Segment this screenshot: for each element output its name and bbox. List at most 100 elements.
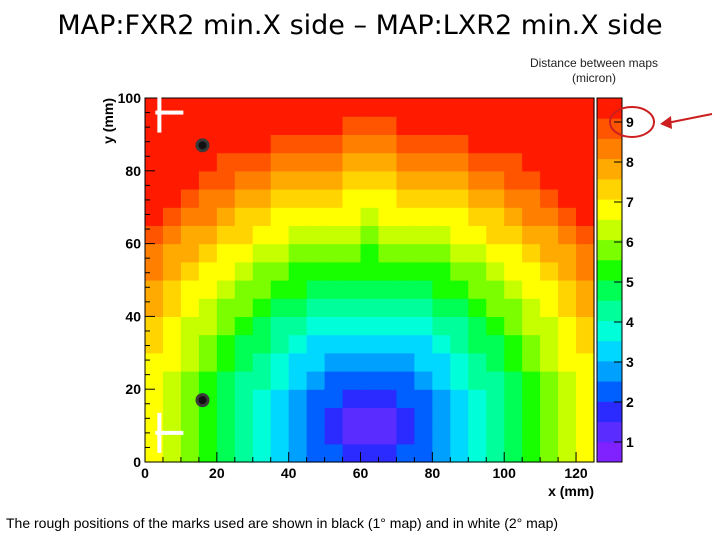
heatmap-cell xyxy=(450,134,469,154)
heatmap-cell xyxy=(145,352,164,372)
heatmap-cell xyxy=(324,207,344,226)
heatmap-cell xyxy=(324,189,344,208)
heatmap-cell xyxy=(486,261,505,281)
heatmap-cell xyxy=(378,443,398,463)
heatmap-cell xyxy=(468,116,487,135)
heatmap-cell xyxy=(414,170,433,190)
heatmap-cell xyxy=(324,443,344,463)
heatmap-cell xyxy=(198,443,218,463)
heatmap-cell xyxy=(234,134,254,154)
heatmap-cell xyxy=(270,116,290,135)
heatmap-cell xyxy=(378,316,398,336)
heatmap-cell xyxy=(432,261,451,281)
heatmap-cell xyxy=(180,261,200,281)
arrow-head xyxy=(660,116,672,129)
heatmap-cell xyxy=(145,280,164,299)
heatmap-cell xyxy=(234,425,254,445)
heatmap-cell xyxy=(145,243,164,263)
heatmap-cell xyxy=(396,98,415,117)
heatmap-cell xyxy=(468,98,487,117)
heatmap-cell xyxy=(145,298,164,317)
heatmap-cell xyxy=(486,134,505,154)
heatmap-cell xyxy=(486,98,505,117)
heatmap-cell xyxy=(234,243,254,263)
heatmap-cell xyxy=(252,98,272,117)
y-tick-label: 0 xyxy=(133,454,141,470)
arrow-shaft xyxy=(666,113,713,124)
heatmap-cell xyxy=(396,261,415,281)
colorbar-segment xyxy=(597,138,622,160)
heatmap-cell xyxy=(180,134,200,154)
heatmap-cell xyxy=(145,189,164,208)
white-cross-horizontal xyxy=(155,430,184,435)
heatmap-cell xyxy=(576,407,595,427)
heatmap-cell xyxy=(270,298,290,317)
heatmap-cell xyxy=(288,352,308,372)
heatmap-cell xyxy=(288,298,308,317)
heatmap-cell xyxy=(234,98,254,117)
heatmap-cell xyxy=(324,389,344,408)
heatmap-cell xyxy=(324,152,344,172)
heatmap-cell xyxy=(414,352,433,372)
heatmap-cell xyxy=(396,389,415,408)
colorbar-frame xyxy=(596,97,623,463)
heatmap-cell xyxy=(540,207,559,226)
heatmap-cell xyxy=(486,389,505,408)
heatmap-cell xyxy=(504,298,523,317)
heatmap-cell xyxy=(378,298,398,317)
heatmap-cells xyxy=(145,98,595,463)
heatmap-cell xyxy=(198,334,218,354)
heatmap-cell xyxy=(342,189,362,208)
heatmap-cell xyxy=(162,316,182,336)
heatmap-cell xyxy=(558,389,577,408)
heatmap-cell xyxy=(198,189,218,208)
heatmap-cell xyxy=(468,371,487,390)
heatmap-cell xyxy=(414,334,433,354)
colorbar-segment xyxy=(597,118,622,139)
heatmap-cell xyxy=(288,243,308,263)
heatmap-cell xyxy=(576,98,595,117)
heatmap-cell xyxy=(360,371,380,390)
slide-caption: The rough positions of the marks used ar… xyxy=(6,515,559,531)
heatmap-cell xyxy=(342,443,362,463)
heatmap-cell xyxy=(378,261,398,281)
black-mark-inner xyxy=(198,396,207,405)
heatmap-cell xyxy=(450,98,469,117)
heatmap-cell xyxy=(468,425,487,445)
heatmap-cell xyxy=(378,225,398,245)
heatmap-cell xyxy=(414,389,433,408)
heatmap-cell xyxy=(198,225,218,245)
heatmap-cell xyxy=(162,207,182,226)
heatmap-cell xyxy=(288,207,308,226)
heatmap-cell xyxy=(558,116,577,135)
heatmap-cell xyxy=(576,116,595,135)
heatmap-cell xyxy=(558,189,577,208)
heatmap-cell xyxy=(234,316,254,336)
heatmap-cell xyxy=(306,443,326,463)
heatmap-cell xyxy=(288,280,308,299)
heatmap-cell xyxy=(270,261,290,281)
heatmap-cell xyxy=(378,170,398,190)
heatmap-cell xyxy=(234,334,254,354)
heatmap-cell xyxy=(468,225,487,245)
heatmap-cell xyxy=(342,425,362,445)
heatmap-cell xyxy=(342,407,362,427)
heatmap-cell xyxy=(270,389,290,408)
heatmap-cell xyxy=(576,389,595,408)
heatmap-cell xyxy=(324,280,344,299)
heatmap-cell xyxy=(558,152,577,172)
heatmap-cell xyxy=(450,280,469,299)
heatmap-cell xyxy=(234,152,254,172)
heatmap-cell xyxy=(486,316,505,336)
heatmap-cell xyxy=(270,352,290,372)
heatmap-cell xyxy=(396,225,415,245)
heatmap-cell xyxy=(432,443,451,463)
colorbar-segment xyxy=(597,320,622,342)
heatmap-cell xyxy=(234,116,254,135)
colorbar-tick-label: 8 xyxy=(626,154,634,170)
heatmap-cell xyxy=(486,334,505,354)
heatmap-cell xyxy=(468,316,487,336)
heatmap-cell xyxy=(486,189,505,208)
heatmap-cell xyxy=(468,407,487,427)
